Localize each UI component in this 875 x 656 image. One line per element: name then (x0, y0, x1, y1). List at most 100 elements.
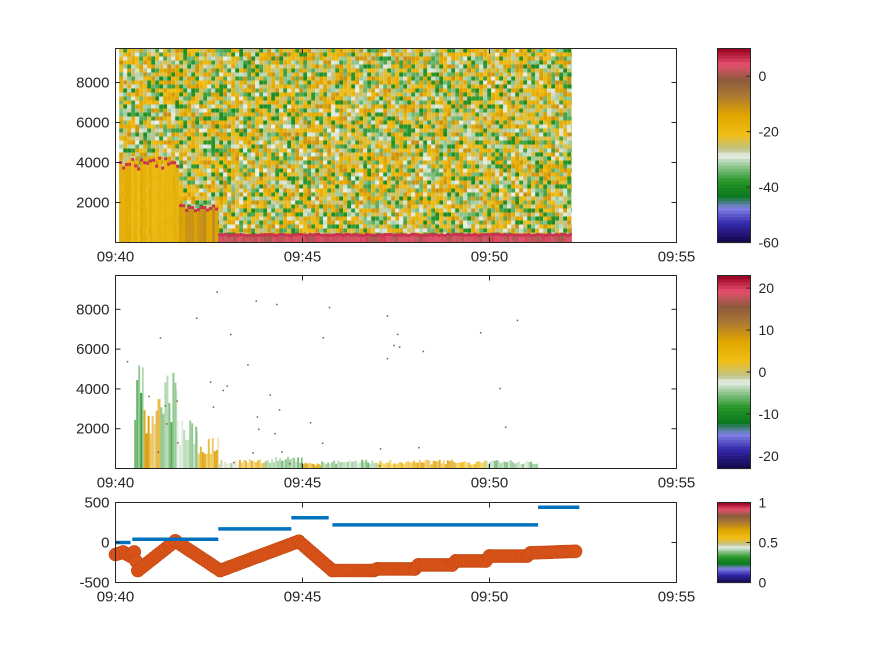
noise-cell (179, 84, 184, 89)
noise-cell (283, 196, 288, 201)
noise-cell (167, 120, 172, 125)
noise-cell (219, 124, 224, 129)
noise-cell (231, 92, 236, 97)
noise-cell (271, 168, 276, 173)
noise-cell (183, 164, 188, 169)
noise-cell (383, 228, 388, 233)
noise-cell (435, 144, 440, 149)
noise-cell (191, 120, 196, 125)
noise-cell (319, 164, 324, 169)
noise-cell (231, 76, 236, 81)
noise-cell (119, 92, 124, 97)
noise-cell (239, 68, 244, 73)
noise-cell (407, 48, 412, 53)
noise-cell (507, 184, 512, 189)
noise-cell (227, 100, 232, 105)
noise-cell (263, 200, 268, 205)
noise-cell (435, 128, 440, 133)
noise-cell (167, 136, 172, 141)
noise-cell (451, 208, 456, 213)
noise-cell (371, 56, 376, 61)
noise-cell (243, 60, 248, 65)
noise-cell (191, 160, 196, 165)
noise-cell (423, 176, 428, 181)
noise-cell (339, 184, 344, 189)
noise-cell (467, 56, 472, 61)
noise-cell (403, 196, 408, 201)
noise-cell (491, 200, 496, 205)
noise-cell (207, 100, 212, 105)
noise-cell (235, 80, 240, 85)
noise-cell (191, 200, 196, 205)
noise-cell (479, 224, 484, 229)
noise-cell (219, 88, 224, 93)
noise-cell (475, 116, 480, 121)
noise-cell (423, 224, 428, 229)
noise-cell (339, 160, 344, 165)
noise-cell (335, 112, 340, 117)
noise-cell (171, 136, 176, 141)
noise-cell (275, 136, 280, 141)
noise-cell (519, 52, 524, 57)
noise-cell (355, 200, 360, 205)
noise-cell (475, 56, 480, 61)
noise-cell (295, 164, 300, 169)
noise-cell (195, 124, 200, 129)
noise-cell (351, 144, 356, 149)
noise-cell (495, 48, 500, 53)
noise-cell (223, 228, 228, 233)
noise-cell (179, 140, 184, 145)
noise-cell (435, 84, 440, 89)
noise-cell (299, 188, 304, 193)
noise-cell (335, 92, 340, 97)
noise-cell (291, 216, 296, 221)
noise-cell (179, 136, 184, 141)
noise-cell (511, 60, 516, 65)
noise-cell (391, 196, 396, 201)
noise-cell (331, 64, 336, 69)
noise-cell (383, 212, 388, 217)
noise-cell (427, 104, 432, 109)
noise-cell (343, 152, 348, 157)
noise-cell (151, 128, 156, 133)
noise-cell (519, 60, 524, 65)
noise-cell (327, 208, 332, 213)
noise-cell (471, 76, 476, 81)
noise-cell (155, 108, 160, 113)
noise-cell (495, 52, 500, 57)
noise-cell (183, 152, 188, 157)
noise-cell (355, 176, 360, 181)
noise-cell (343, 120, 348, 125)
noise-cell (175, 60, 180, 65)
noise-cell (311, 112, 316, 117)
noise-cell (503, 80, 508, 85)
noise-cell (347, 60, 352, 65)
noise-cell (423, 84, 428, 89)
noise-cell (419, 76, 424, 81)
noise-cell (159, 140, 164, 145)
noise-cell (339, 200, 344, 205)
noise-cell (467, 68, 472, 73)
noise-cell (403, 84, 408, 89)
noise-cell (391, 48, 396, 53)
noise-cell (159, 144, 164, 149)
noise-cell (351, 132, 356, 137)
noise-cell (199, 100, 204, 105)
noise-cell (343, 68, 348, 73)
noise-cell (195, 148, 200, 153)
noise-cell (227, 212, 232, 217)
noise-cell (267, 108, 272, 113)
noise-cell (427, 156, 432, 161)
noise-cell (447, 148, 452, 153)
noise-cell (319, 192, 324, 197)
noise-cell (499, 224, 504, 229)
noise-cell (315, 152, 320, 157)
noise-cell (199, 112, 204, 117)
noise-cell (491, 212, 496, 217)
noise-cell (227, 64, 232, 69)
noise-cell (407, 96, 412, 101)
noise-cell (423, 160, 428, 165)
noise-cell (519, 112, 524, 117)
noise-cell (363, 68, 368, 73)
noise-cell (287, 192, 292, 197)
